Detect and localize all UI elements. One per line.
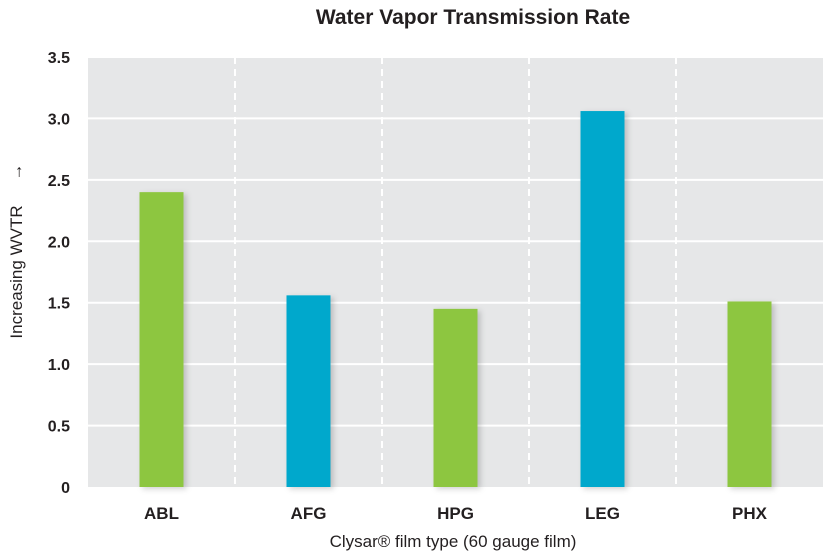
y-tick-label: 1.0 [48,357,70,374]
y-tick-label: 2.0 [48,234,70,251]
y-tick-label: 3.0 [48,111,70,128]
x-tick-label: ABL [144,504,179,523]
bar-leg [580,111,625,488]
y-tick-label: 1.5 [48,296,70,313]
y-axis-label-group: Increasing WVTR → [7,164,26,339]
bar-hpg [433,308,478,487]
bar-abl [139,192,184,487]
y-axis-arrow-icon: → [7,164,26,181]
x-tick-label: HPG [437,504,474,523]
x-axis-ticks: ABL AFG HPG LEG PHX [144,504,768,523]
chart-title: Water Vapor Transmission Rate [316,6,630,29]
x-tick-label: PHX [732,504,768,523]
y-tick-label: 0 [61,480,70,497]
x-tick-label: AFG [291,504,327,523]
y-tick-label: 0.5 [48,419,70,436]
bar-phx [727,301,772,487]
y-axis-label: Increasing WVTR [7,205,26,338]
x-tick-label: LEG [585,504,620,523]
y-tick-label: 2.5 [48,173,70,190]
bars [139,111,772,488]
y-axis-ticks: 0 0.5 1.0 1.5 2.0 2.5 3.0 3.5 [48,50,70,497]
bar-afg [286,295,331,487]
y-tick-label: 3.5 [48,50,70,67]
x-axis-label: Clysar® film type (60 gauge film) [330,532,577,551]
